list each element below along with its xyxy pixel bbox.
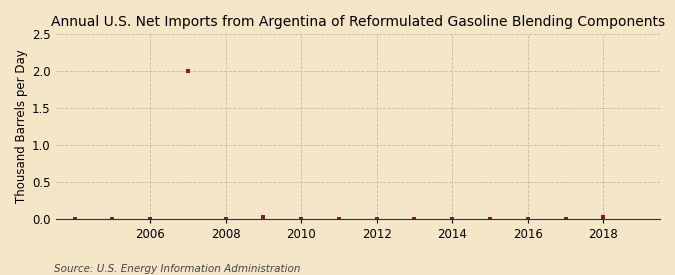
Title: Annual U.S. Net Imports from Argentina of Reformulated Gasoline Blending Compone: Annual U.S. Net Imports from Argentina o…: [51, 15, 665, 29]
Y-axis label: Thousand Barrels per Day: Thousand Barrels per Day: [15, 50, 28, 204]
Text: Source: U.S. Energy Information Administration: Source: U.S. Energy Information Administ…: [54, 264, 300, 274]
